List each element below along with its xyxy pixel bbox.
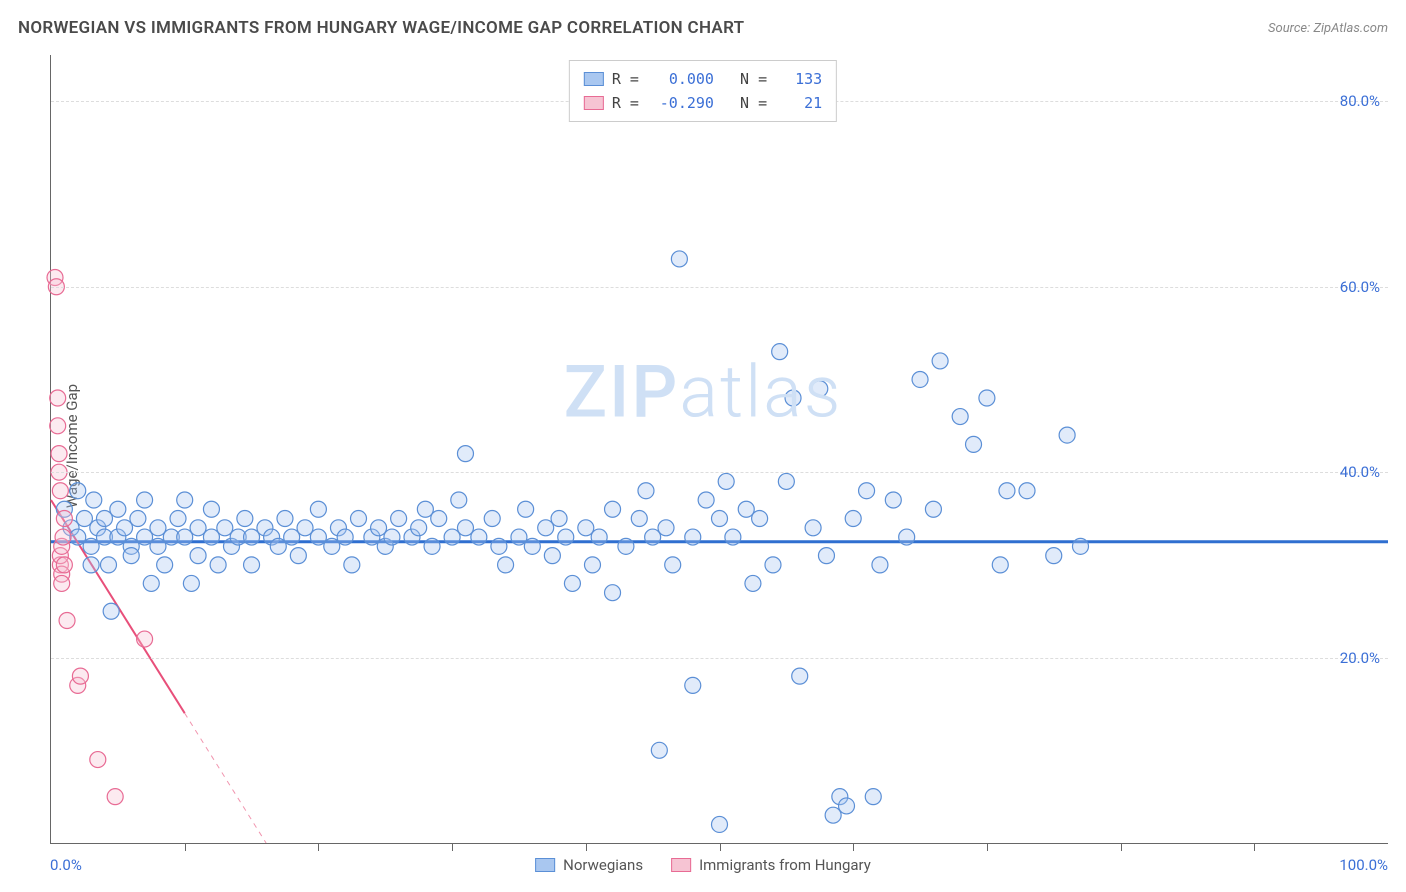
x-tick [586,843,587,851]
chart-header: NORWEGIAN VS IMMIGRANTS FROM HUNGARY WAG… [18,18,1388,38]
x-axis-max-label: 100.0% [1339,856,1388,874]
series-legend: Norwegians Immigrants from Hungary [535,856,871,874]
x-tick [452,843,453,851]
source-attribution: Source: ZipAtlas.com [1268,21,1388,36]
x-tick [318,843,319,851]
correlation-legend-row: R = 0.000 N = 133 [584,67,822,91]
legend-swatch [671,858,691,872]
series-legend-label: Immigrants from Hungary [699,856,871,874]
legend-r-value: -0.290 [656,91,714,115]
x-tick [853,843,854,851]
x-tick [185,843,186,851]
series-legend-label: Norwegians [563,856,643,874]
gridline [51,287,1388,288]
legend-r-value: 0.000 [656,67,714,91]
scatter-plot-svg [51,55,1388,843]
x-tick [987,843,988,851]
x-tick [1254,843,1255,851]
series-legend-item: Norwegians [535,856,643,874]
chart-title: NORWEGIAN VS IMMIGRANTS FROM HUNGARY WAG… [18,18,744,38]
legend-swatch [535,858,555,872]
y-tick-label: 80.0% [1340,92,1380,110]
y-tick-label: 60.0% [1340,278,1380,296]
legend-n-value: 133 [784,67,822,91]
legend-r-label: R = [612,67,648,91]
legend-swatch [584,72,604,86]
source-prefix: Source: [1268,21,1313,36]
x-tick [1121,843,1122,851]
gridline [51,658,1388,659]
gridline [51,472,1388,473]
legend-swatch [584,96,604,110]
plot-area: 20.0% 40.0% 60.0% 80.0% [50,55,1388,844]
legend-n-label: N = [722,91,776,115]
correlation-legend-row: R = -0.290 N = 21 [584,91,822,115]
correlation-legend: R = 0.000 N = 133R = -0.290 N = 21 [569,60,837,122]
series-legend-item: Immigrants from Hungary [671,856,871,874]
x-axis-min-label: 0.0% [50,856,82,874]
legend-r-label: R = [612,91,648,115]
legend-n-value: 21 [784,91,822,115]
y-tick-label: 20.0% [1340,649,1380,667]
source-name: ZipAtlas.com [1313,21,1388,36]
x-tick [720,843,721,851]
legend-n-label: N = [722,67,776,91]
y-tick-label: 40.0% [1340,463,1380,481]
